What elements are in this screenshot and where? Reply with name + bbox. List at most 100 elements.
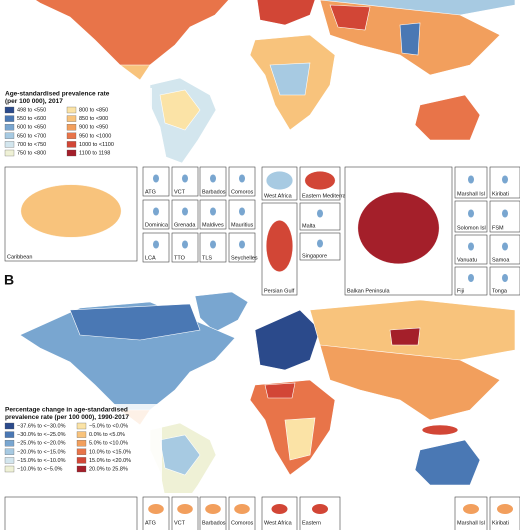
legend-label: 1100 to 1198 [79, 150, 110, 156]
inset-shape [502, 242, 508, 251]
legend-label: 650 to <700 [17, 133, 46, 139]
inset-label: FSM [492, 225, 504, 231]
inset-label: Seychelles [231, 255, 258, 261]
inset-label: Persian Gulf [264, 288, 295, 294]
inset-label: Fiji [457, 288, 464, 294]
legend-label: −20.0% to <−15.0% [17, 449, 66, 455]
inset-label: Samoa [492, 257, 510, 263]
inset-shape [502, 209, 508, 218]
inset-label: LCA [145, 255, 156, 261]
inset-label: TLS [202, 255, 212, 261]
legend-swatch [66, 106, 77, 114]
legend-swatch [4, 115, 15, 122]
legend-label: −15.0% to <−10.0% [17, 458, 66, 464]
inset-shape [20, 184, 122, 238]
legend-label: 550 to <600 [17, 116, 46, 122]
inset-shape [234, 504, 250, 514]
inset-label: Kiribati [492, 191, 509, 197]
legend-swatch [66, 132, 77, 139]
inset-label: Tonga [492, 288, 508, 294]
legend-label: −30.0% to <−25.0% [17, 432, 66, 438]
inset-label: Dominica [145, 222, 169, 228]
map-b [19, 291, 516, 493]
inset-label: Malta [302, 223, 316, 229]
legend-title: Age-standardised prevalence rate [5, 91, 110, 98]
legend-swatch [4, 457, 15, 464]
legend-label: 5.0% to <10.0% [89, 441, 128, 447]
inset-shape [239, 240, 245, 249]
legend-label: 1000 to <1100 [79, 142, 114, 148]
inset-label: Barbados [202, 520, 226, 526]
legend-swatch [4, 431, 15, 438]
inset-label: Kiribati [492, 520, 509, 526]
inset-label: Caribbean [7, 254, 32, 260]
inset-shape [468, 274, 474, 282]
inset-shape [317, 209, 323, 218]
legend-label: 900 to <950 [79, 125, 108, 131]
inset-label: Comoros [231, 520, 254, 526]
inset-shape [210, 174, 216, 183]
inset-shape [266, 171, 294, 190]
legend-swatch [76, 440, 87, 447]
inset-shape [271, 504, 288, 514]
inset-box [228, 166, 256, 197]
inset-shape [182, 240, 188, 249]
legend-label: 700 to <750 [17, 142, 46, 148]
inset-shape [177, 504, 193, 514]
legend-label: −5.0% to <0.0% [89, 423, 128, 429]
inset-label: ATG [145, 189, 156, 195]
legend-swatch [76, 448, 87, 455]
legend-swatch [4, 149, 15, 157]
legend-swatch [66, 115, 77, 122]
legend-label: 0.0% to <5.0% [89, 432, 125, 438]
inset-box [4, 496, 138, 530]
inset-shape [502, 274, 508, 282]
inset-label: Marshall Isl [457, 191, 485, 197]
legend-label: 800 to <850 [79, 107, 108, 113]
inset-shape [182, 207, 188, 216]
legend-swatch [76, 457, 87, 464]
inset-label: Eastern Mediterranean [302, 193, 358, 199]
panel-label: B [4, 272, 14, 288]
inset-label: ATG [145, 520, 156, 526]
inset-label: Comoros [231, 189, 254, 195]
inset-label: Barbados [202, 189, 226, 195]
legend-swatch [4, 422, 15, 430]
inset-label: TTO [174, 255, 186, 261]
inset-label: West Africa [264, 193, 293, 199]
legend-swatch [4, 465, 15, 473]
legend-swatch [4, 448, 15, 455]
overlay: Age-standardised prevalence rate(per 100… [2, 88, 520, 530]
legend-label: 950 to <1000 [79, 133, 111, 139]
inset-shape [210, 240, 216, 249]
inset-label: Vanuatu [457, 257, 477, 263]
legend-box [2, 88, 152, 162]
legend-label: 15.0% to <20.0% [89, 458, 131, 464]
inset-shape [153, 207, 159, 216]
inset-shape [468, 242, 474, 251]
inset-shape [153, 174, 159, 183]
inset-shape [182, 174, 188, 183]
legend-swatch [66, 149, 77, 157]
legend-label: 498 to <550 [17, 107, 46, 113]
inset-shape [502, 175, 508, 184]
legend-swatch [76, 422, 87, 430]
inset-label: VCT [174, 189, 186, 195]
inset-shape [312, 504, 328, 514]
legend-label: 10.0% to <15.0% [89, 449, 131, 455]
inset-shape [239, 207, 245, 216]
legend-swatch [4, 132, 15, 139]
inset-shape [357, 191, 440, 265]
legend-title: Percentage change in age-standardised [5, 407, 128, 414]
inset-shape [463, 504, 479, 514]
inset-label: Balkan Peninsula [347, 288, 390, 294]
legend-title: prevalence rate (per 100 000), 1990-2017 [5, 414, 129, 421]
inset-label: Singapore [302, 253, 327, 259]
inset-shape [304, 171, 336, 190]
legend-swatch [4, 141, 15, 148]
inset-label: Maldives [202, 222, 224, 228]
legend-label: 600 to <650 [17, 125, 46, 131]
inset-shape [266, 220, 294, 272]
inset-label: Solomon Isl [457, 225, 486, 231]
